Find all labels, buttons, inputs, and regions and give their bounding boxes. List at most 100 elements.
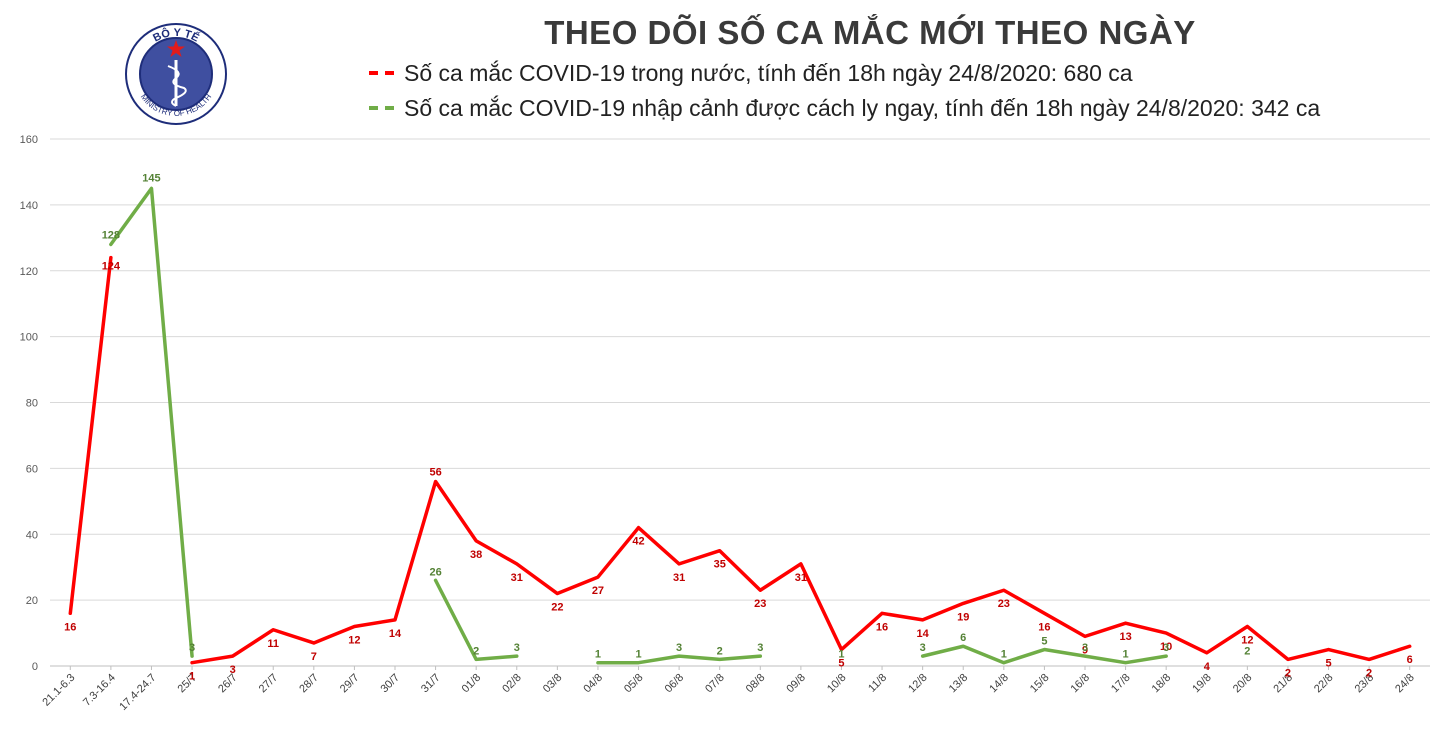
y-tick-label: 80 (26, 398, 38, 410)
x-tick-label: 21.1-6.3 (40, 672, 77, 709)
data-label-domestic: 31 (511, 572, 523, 584)
x-tick-label: 25/7 (176, 672, 200, 696)
data-label-domestic: 38 (470, 549, 482, 561)
data-label-imported: 3 (1163, 642, 1169, 654)
x-tick-label: 16/8 (1068, 672, 1092, 696)
x-tick-label: 08/8 (744, 672, 768, 696)
x-tick-label: 12/8 (906, 672, 930, 696)
x-tick-label: 29/7 (338, 672, 362, 696)
data-label-imported: 6 (960, 632, 966, 644)
x-tick-label: 22/8 (1312, 672, 1336, 696)
data-label-domestic: 19 (957, 611, 969, 623)
series-line-imported (433, 578, 519, 662)
data-label-domestic: 14 (917, 628, 930, 640)
y-tick-label: 160 (20, 134, 38, 146)
data-label-domestic: 9 (1082, 644, 1088, 656)
series-line-imported (920, 644, 1168, 665)
data-label-domestic: 10 (1160, 641, 1172, 653)
data-label-imported: 1 (1123, 649, 1129, 661)
x-tick-label: 26/7 (216, 672, 240, 696)
y-tick-label: 60 (26, 463, 38, 475)
x-tick-label: 06/8 (663, 672, 687, 696)
x-tick-label: 23/8 (1353, 672, 1377, 696)
data-label-imported: 3 (189, 642, 195, 654)
x-tick-label: 20/8 (1231, 672, 1255, 696)
x-tick-label: 02/8 (500, 672, 524, 696)
x-tick-label: 17.4-24.7 (117, 672, 158, 713)
x-tick-label: 01/8 (460, 672, 484, 696)
legend-swatch-imported (366, 106, 398, 110)
data-label-domestic: 12 (1241, 634, 1253, 646)
y-tick-label: 100 (20, 332, 38, 344)
y-tick-label: 20 (26, 595, 38, 607)
data-label-domestic: 124 (102, 261, 121, 273)
x-tick-label: 27/7 (257, 672, 281, 696)
y-tick-label: 120 (20, 266, 38, 278)
data-label-domestic: 7 (311, 651, 317, 663)
data-label-domestic: 31 (673, 572, 685, 584)
series-line-domestic (68, 255, 113, 616)
data-label-imported: 2 (1244, 645, 1250, 657)
legend-swatch-domestic (366, 71, 398, 75)
x-tick-label: 04/8 (581, 672, 605, 696)
x-tick-label: 10/8 (825, 672, 849, 696)
data-label-domestic: 31 (795, 572, 807, 584)
data-label-domestic: 23 (754, 598, 766, 610)
data-label-domestic: 42 (632, 536, 644, 548)
data-label-domestic: 22 (551, 602, 563, 614)
y-tick-label: 40 (26, 529, 38, 541)
data-label-domestic: 23 (998, 598, 1010, 610)
data-label-domestic: 35 (714, 559, 726, 571)
logo-serpent-icon (167, 65, 187, 107)
data-label-domestic: 16 (64, 621, 76, 633)
x-tick-label: 21/8 (1271, 672, 1295, 696)
data-label-imported: 26 (429, 566, 441, 578)
data-label-domestic: 2 (1366, 667, 1372, 679)
data-label-imported: 128 (102, 229, 120, 241)
data-label-imported: 1 (1001, 649, 1007, 661)
x-tick-label: 11/8 (866, 672, 889, 695)
legend-label-domestic: Số ca mắc COVID-19 trong nước, tính đến … (404, 59, 1133, 86)
data-label-imported: 3 (676, 642, 682, 654)
data-label-domestic: 14 (389, 628, 402, 640)
x-tick-label: 14/8 (987, 672, 1011, 696)
x-tick-label: 09/8 (784, 672, 808, 696)
series-line-domestic (190, 479, 1412, 665)
y-tick-label: 0 (32, 661, 38, 673)
data-label-imported: 1 (635, 649, 641, 661)
data-label-imported: 1 (595, 649, 601, 661)
data-label-domestic: 2 (1285, 667, 1291, 679)
x-tick-label: 19/8 (1190, 672, 1214, 696)
legend-item-imported: Số ca mắc COVID-19 nhập cảnh được cách l… (366, 93, 1320, 123)
data-label-imported: 3 (920, 642, 926, 654)
x-tick-label: 18/8 (1150, 672, 1174, 696)
data-label-domestic: 1 (189, 671, 195, 683)
legend-item-domestic: Số ca mắc COVID-19 trong nước, tính đến … (366, 58, 1133, 88)
data-label-imported: 2 (717, 645, 723, 657)
logo-star-icon (167, 40, 185, 57)
series-line-imported (596, 654, 763, 665)
data-label-domestic: 5 (1325, 658, 1331, 670)
x-tick-label: 07/8 (703, 672, 727, 696)
chart-title: THEO DÕI SỐ CA MẮC MỚI THEO NGÀY (544, 14, 1196, 51)
data-label-domestic: 6 (1407, 654, 1413, 666)
data-label-imported: 5 (1041, 636, 1047, 648)
data-label-imported: 3 (757, 642, 763, 654)
x-tick-label: 05/8 (622, 672, 646, 696)
x-tick-label: 28/7 (297, 672, 321, 696)
x-tick-label: 31/7 (419, 672, 443, 696)
data-label-imported: 145 (142, 172, 160, 184)
legend-label-imported: Số ca mắc COVID-19 nhập cảnh được cách l… (404, 94, 1321, 121)
data-label-imported: 3 (1082, 642, 1088, 654)
data-label-domestic: 56 (429, 467, 441, 479)
data-label-domestic: 5 (838, 658, 844, 670)
data-label-domestic: 3 (230, 664, 236, 676)
y-tick-label: 140 (20, 200, 38, 212)
x-tick-label: 24/8 (1393, 672, 1417, 696)
data-label-domestic: 16 (1038, 621, 1050, 633)
data-label-imported: 2 (473, 645, 479, 657)
ministry-of-health-logo: BỘ Y TẾ MINISTRY OF HEALTH (125, 23, 227, 125)
data-label-domestic: 27 (592, 585, 604, 597)
x-tick-label: 15/8 (1028, 672, 1052, 696)
